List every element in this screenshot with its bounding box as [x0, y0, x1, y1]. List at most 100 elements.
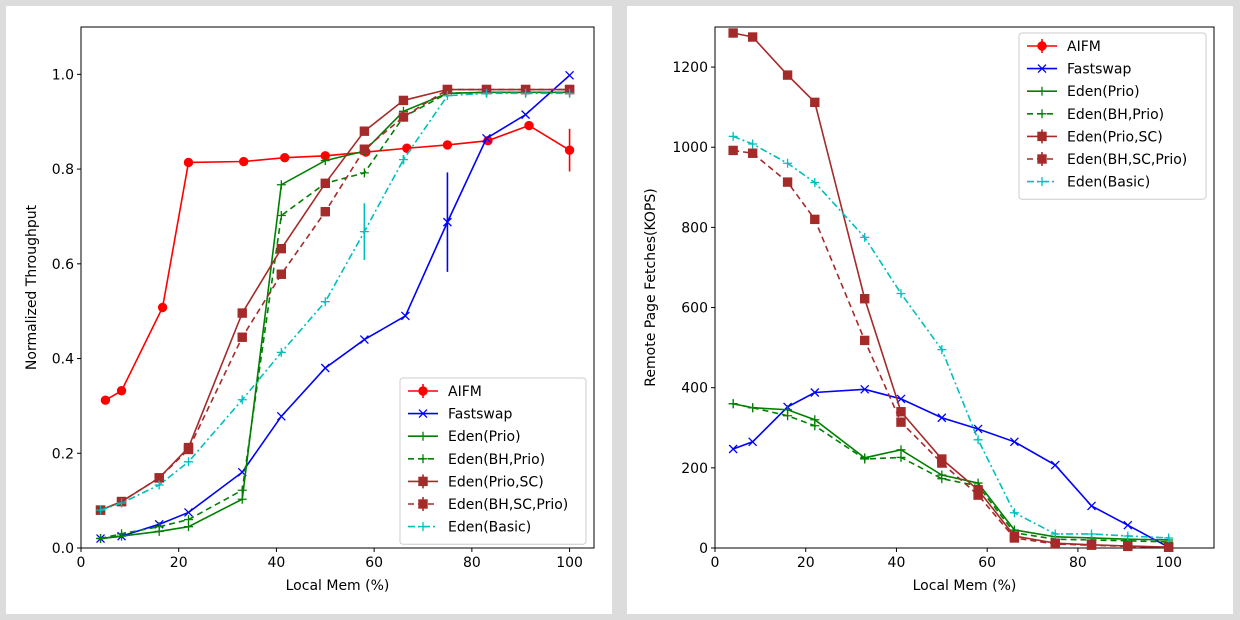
series-line	[732, 402, 1169, 543]
data-point	[183, 515, 193, 525]
x-tick-label: 80	[1069, 555, 1087, 571]
y-tick-label: 0.4	[52, 352, 74, 368]
legend-marker	[418, 386, 428, 396]
y-tick-label: 0.6	[52, 257, 74, 273]
y-tick-label: 0.2	[52, 446, 74, 462]
data-point	[359, 126, 370, 136]
data-point	[810, 214, 820, 225]
data-point	[1123, 541, 1133, 552]
series-fastswap	[728, 384, 1174, 552]
data-point	[96, 505, 106, 515]
x-tick-label: 40	[268, 555, 286, 571]
data-point	[359, 168, 369, 178]
legend-label: Eden(Basic)	[448, 520, 531, 536]
data-point	[1050, 539, 1060, 549]
series-aifm	[100, 120, 575, 405]
data-point	[937, 474, 947, 484]
data-point	[783, 411, 793, 421]
data-point	[782, 70, 793, 80]
y-tick-label: 200	[681, 461, 708, 477]
data-point	[276, 269, 287, 279]
data-point	[320, 207, 330, 217]
y-tick-label: 1200	[672, 60, 708, 76]
data-point	[810, 177, 820, 187]
y-tick-label: 0.0	[52, 541, 74, 557]
data-point	[276, 180, 286, 190]
legend-label: Eden(Prio)	[1067, 84, 1140, 100]
legend-marker	[418, 499, 428, 509]
data-point	[896, 452, 906, 462]
data-point	[117, 498, 127, 508]
data-point	[896, 445, 906, 455]
x-tick-label: 20	[170, 555, 188, 571]
x-tick-label: 60	[978, 555, 996, 571]
legend-label: AIFM	[448, 384, 482, 400]
data-point	[860, 294, 870, 304]
y-tick-label: 0	[699, 541, 708, 557]
data-point	[237, 332, 247, 342]
legend-marker	[1037, 131, 1047, 142]
data-point	[398, 112, 409, 122]
data-point	[1123, 531, 1133, 541]
data-point	[100, 395, 111, 405]
data-point	[748, 139, 758, 149]
legend-marker	[418, 431, 428, 441]
data-point	[1123, 520, 1133, 530]
data-point	[728, 399, 738, 409]
x-tick-label: 100	[1155, 555, 1182, 571]
data-point	[728, 444, 738, 454]
legend-marker	[1037, 64, 1047, 74]
data-point	[1086, 540, 1097, 550]
y-tick-label: 1.0	[52, 67, 74, 83]
data-point	[154, 522, 164, 532]
x-tick-label: 0	[711, 555, 720, 571]
legend-marker	[418, 522, 428, 532]
data-point	[183, 157, 194, 168]
data-point	[276, 243, 287, 254]
data-point	[810, 421, 820, 431]
series-eden-basic-	[96, 88, 575, 515]
data-point	[748, 403, 758, 413]
data-point	[747, 32, 758, 42]
series-eden-basic-	[728, 131, 1174, 543]
data-point	[96, 534, 106, 544]
legend-marker	[1037, 41, 1047, 51]
x-tick-label: 60	[365, 555, 383, 571]
data-point	[237, 494, 247, 504]
legend-marker	[1037, 109, 1047, 119]
data-point	[276, 211, 286, 221]
data-point	[860, 454, 870, 464]
data-point	[183, 457, 193, 467]
data-point	[400, 311, 410, 321]
y-tick-label: 600	[681, 301, 708, 317]
y-axis-label: Normalized Throughput	[24, 204, 40, 370]
y-tick-label: 0.8	[52, 162, 74, 178]
y-tick-label: 400	[681, 381, 708, 397]
data-point	[183, 444, 194, 455]
y-tick-label: 800	[681, 220, 708, 236]
legend-label: Eden(Basic)	[1067, 175, 1150, 191]
data-point	[117, 529, 127, 539]
data-point	[1009, 533, 1020, 543]
legend-marker	[1037, 154, 1047, 164]
data-point	[1050, 529, 1060, 539]
data-point	[896, 417, 906, 427]
legend: AIFM Fastswap Eden(Prio) Eden(BH,Prio) Eden(…	[399, 377, 587, 545]
data-point	[482, 133, 491, 143]
x-tick-label: 0	[77, 555, 86, 571]
legend-box	[1018, 32, 1207, 200]
legend-label: Eden(Prio,SC)	[448, 474, 544, 490]
data-point	[1164, 533, 1174, 543]
data-point	[810, 388, 820, 397]
data-point	[320, 363, 330, 373]
legend-marker	[418, 409, 428, 419]
data-point	[860, 384, 870, 394]
data-point	[564, 145, 575, 155]
data-point	[860, 335, 870, 346]
x-tick-label: 80	[463, 555, 481, 571]
right-chart-panel: 0 20 40 60 80 100 0 200 400 600 800 1000 1200 Local M…	[627, 6, 1233, 614]
data-point	[359, 227, 369, 237]
data-point	[521, 110, 531, 120]
data-point	[320, 297, 330, 307]
